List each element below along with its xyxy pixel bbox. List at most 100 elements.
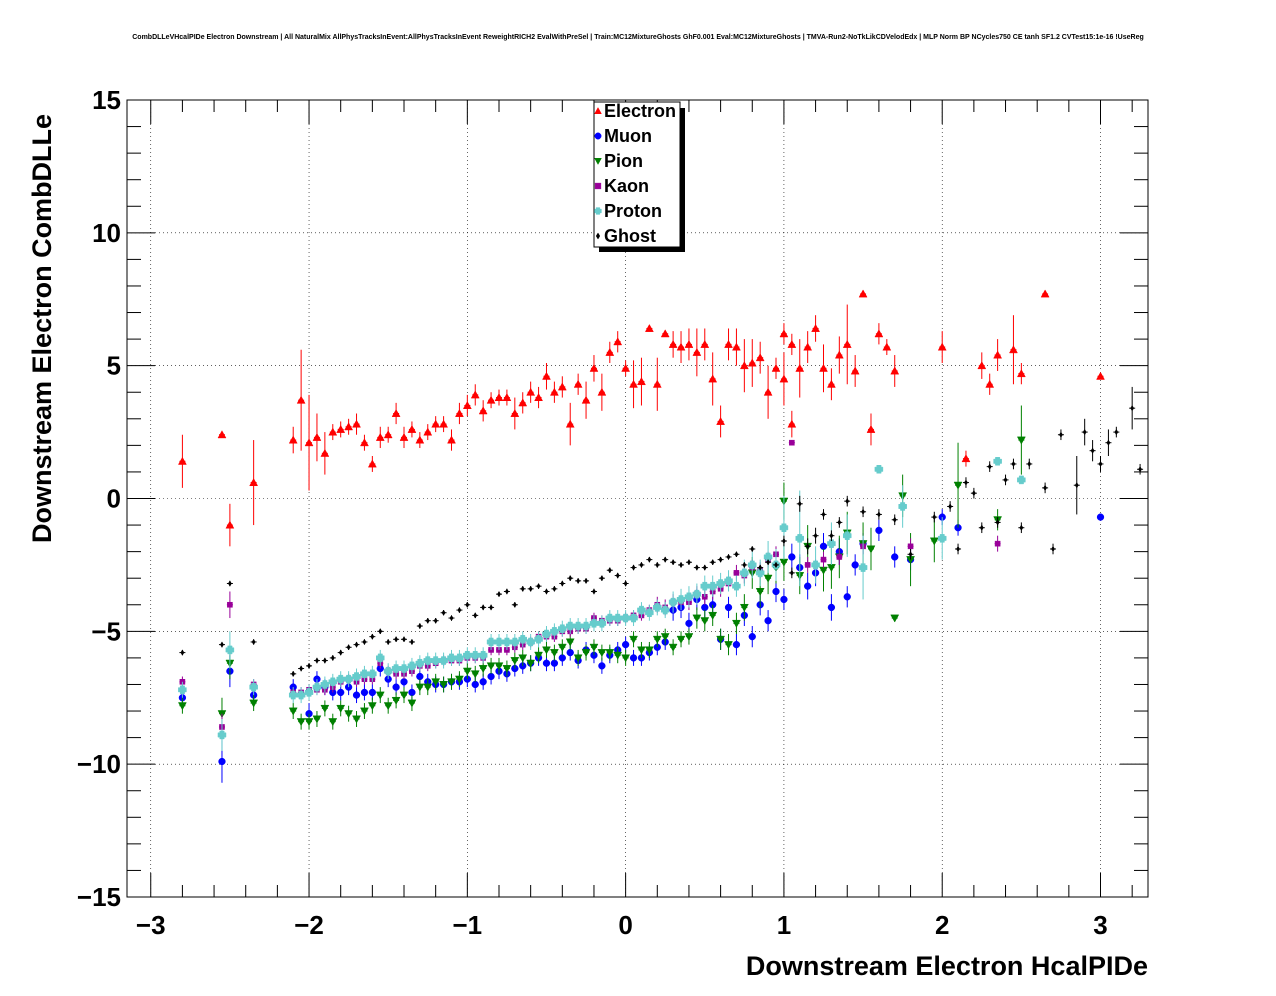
triangle-marker [692,347,702,356]
triangle-marker [755,353,765,362]
diamond-marker [307,662,311,670]
diamond-marker [845,497,850,505]
triangle-marker [383,430,393,439]
diamond-marker [346,644,351,651]
cross-marker [708,581,717,591]
cross-marker [304,688,314,697]
diamond-marker [520,585,525,593]
triangle-down-marker [407,699,417,708]
triangle-marker [589,363,599,372]
cross-marker [613,613,622,623]
triangle-marker [819,363,828,372]
triangle-marker [834,350,844,359]
x-tick-label: −1 [453,910,483,940]
data-points [177,289,1144,783]
cross-marker [716,579,725,588]
cross-marker [518,635,527,644]
triangle-down-marker [352,715,361,724]
triangle-marker [423,427,433,436]
cross-marker [700,581,710,591]
triangle-marker [344,422,354,431]
circle-marker [360,688,369,697]
triangle-marker [842,339,852,348]
diamond-marker [956,545,960,553]
triangle-down-marker [660,633,670,642]
triangle-down-marker [312,715,322,724]
diamond-marker [1027,460,1032,468]
diamond-marker [710,559,715,566]
triangle-marker [296,395,306,404]
triangle-down-marker [613,651,623,660]
triangle-down-marker [684,633,694,642]
triangle-down-marker [589,643,599,652]
triangle-marker [391,408,401,417]
diamond-marker [251,638,256,646]
triangle-marker [462,401,472,409]
diamond-marker [734,551,739,558]
diamond-marker [782,537,786,545]
circle-marker [629,654,638,662]
cross-marker [336,674,345,684]
diamond-marker [378,628,383,635]
cross-marker [937,534,947,543]
legend-label-muon: Muon [604,126,652,146]
diamond-marker [979,524,984,531]
triangle-marker [312,432,322,441]
series-electron [177,289,1105,547]
cross-marker [249,682,258,692]
diamond-marker [1114,428,1119,436]
circle-marker [566,648,574,657]
triangle-marker [288,435,298,444]
triangle-down-marker [304,718,314,727]
triangle-marker [652,379,662,388]
triangle-down-marker [763,574,773,583]
triangle-marker [594,107,602,114]
triangle-marker [526,387,536,396]
triangle-down-marker [447,678,456,687]
circle-marker [594,132,602,140]
legend-label-proton: Proton [604,201,662,221]
cross-marker [558,624,567,633]
triangle-down-marker [542,646,551,655]
diamond-marker [227,580,232,587]
circle-marker [732,640,741,649]
triangle-down-marker [692,614,702,623]
triangle-down-marker [557,643,567,652]
diamond-marker [433,617,438,624]
diamond-marker [544,588,549,595]
diamond-marker [1051,545,1055,553]
diamond-marker [718,556,723,563]
diamond-marker [449,614,454,622]
circle-marker [337,688,345,697]
cross-marker [217,730,227,740]
diamond-marker [1003,476,1008,484]
y-tick-label: −5 [91,616,121,646]
y-tick-label: 10 [92,218,121,248]
diamond-marker [615,572,620,579]
circle-marker [748,632,756,641]
diamond-marker [512,601,517,608]
triangle-down-marker [454,675,464,684]
triangle-marker [510,408,520,417]
triangle-marker [708,374,718,383]
cross-marker [288,690,298,700]
triangle-down-marker [739,603,749,612]
triangle-marker [304,438,314,447]
triangle-marker [328,427,338,436]
triangle-marker [637,377,646,386]
diamond-marker [299,665,304,672]
triangle-down-marker [526,659,536,668]
cross-marker [423,656,433,665]
triangle-marker [352,419,361,428]
cross-marker [732,581,741,591]
series-pion [177,405,1026,730]
triangle-marker [557,382,567,391]
cross-marker [344,674,353,684]
cross-marker [415,658,425,668]
diamond-marker [797,500,802,507]
diamond-marker [465,601,470,608]
triangle-down-marker [320,704,330,713]
circle-marker [780,595,788,604]
legend-label-pion: Pion [604,151,643,171]
triangle-marker [518,398,528,407]
